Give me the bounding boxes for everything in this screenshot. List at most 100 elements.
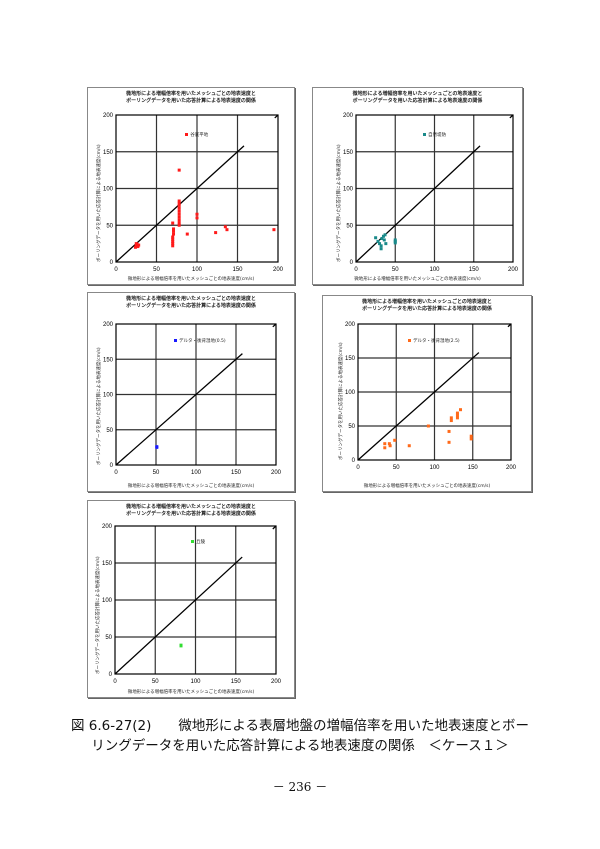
reference-line: [115, 353, 243, 466]
chart-title-line-2: ボーリングデータを用いた応答計算による地表速度の関係: [126, 98, 256, 104]
data-point: [379, 247, 383, 251]
plot-area: [355, 114, 514, 263]
data-point: [379, 244, 383, 248]
data-point: [447, 440, 451, 444]
chart-title-line-1: 微地形による増幅倍率を用いたメッシュごとの地表速度と: [362, 299, 492, 305]
plot-area: [357, 323, 512, 461]
legend-marker: [191, 539, 195, 543]
legend-label: デルタ・後背湿地(0.5): [179, 338, 226, 344]
data-point: [177, 218, 181, 222]
data-point: [137, 243, 141, 247]
chart-title-line-1: 微地形による増幅倍率を用いたメッシュごとの地表速度と: [126, 504, 256, 510]
reference-line-end: [272, 323, 277, 328]
y-tick-label: 100: [102, 598, 113, 604]
legend: デルタ・後背湿地(2.5): [408, 338, 460, 344]
y-tick-label: 200: [345, 322, 356, 328]
y-tick-label: 200: [343, 113, 354, 119]
y-tick-label: 100: [345, 390, 356, 396]
scatter-chart-3: 微地形による増幅倍率を用いたメッシュごとの地表速度と ボーリングデータを用いた応答…: [87, 292, 295, 492]
data-point: [469, 434, 473, 438]
y-tick-label: 0: [110, 463, 114, 469]
y-tick-label: 0: [110, 260, 114, 266]
data-point: [223, 225, 227, 229]
y-tick-label: 200: [103, 322, 114, 328]
y-tick-label: 50: [106, 223, 113, 229]
legend-label: 自然堤防: [428, 132, 447, 138]
data-point: [171, 242, 175, 246]
x-tick-label: 200: [271, 470, 282, 476]
data-point: [172, 227, 176, 231]
y-tick-label: 50: [106, 428, 113, 434]
x-tick-label: 150: [231, 679, 242, 685]
y-tick-label: 150: [102, 561, 113, 567]
plot-area: [114, 525, 277, 675]
data-point: [177, 203, 181, 207]
legend-label: デルタ・後背湿地(2.5): [413, 339, 460, 344]
scatter-chart-4: 微地形による増幅倍率を用いたメッシュごとの地表速度と ボーリングデータを用いた応答…: [322, 295, 532, 492]
data-point: [177, 215, 181, 219]
data-point: [177, 221, 181, 225]
data-point: [469, 437, 473, 441]
data-point: [383, 446, 387, 450]
x-tick-label: 50: [153, 470, 160, 476]
x-tick-label: 100: [429, 465, 440, 471]
data-point: [455, 413, 459, 417]
x-tick-label: 100: [429, 267, 440, 273]
y-tick-label: 100: [103, 187, 114, 193]
chart-title: 微地形による増幅倍率を用いたメッシュごとの地表速度と ボーリングデータを用いた応答…: [88, 91, 294, 105]
data-point: [171, 237, 175, 241]
data-point: [171, 235, 175, 239]
x-tick-label: 100: [191, 470, 202, 476]
data-point: [272, 228, 276, 232]
chart-title-line-1: 微地形による増幅倍率を用いたメッシュごとの地表速度と: [352, 91, 483, 97]
x-tick-label: 200: [271, 679, 282, 685]
data-point: [171, 244, 175, 248]
x-tick-label: 200: [508, 267, 519, 273]
data-point: [134, 242, 138, 246]
x-axis-label: 微地形による増幅倍率を用いたメッシュごとの地表速度(cm/s): [127, 484, 255, 489]
reference-line-end: [509, 114, 514, 119]
legend-marker: [408, 339, 412, 342]
x-tick-label: 150: [232, 267, 243, 273]
scatter-chart-1: 微地形による増幅倍率を用いたメッシュごとの地表速度と ボーリングデータを用いた応答…: [87, 87, 295, 285]
y-tick-label: 150: [343, 150, 354, 156]
y-tick-label: 50: [348, 424, 355, 430]
reference-line-end: [274, 114, 279, 119]
data-point: [177, 206, 181, 210]
data-point: [171, 221, 175, 225]
y-tick-label: 150: [103, 357, 114, 363]
x-tick-label: 0: [114, 267, 118, 273]
chart-title: 微地形による増幅倍率を用いたメッシュごとの地表速度と ボーリングデータを用いた応答…: [88, 504, 294, 518]
chart-title-line-2: ボーリングデータを用いた応答計算による地表速度の関係: [352, 98, 483, 104]
x-tick-label: 200: [506, 465, 517, 471]
data-point: [384, 242, 388, 246]
scatter-chart-2: 微地形による増幅倍率を用いたメッシュごとの地表速度と ボーリングデータを用いた応答…: [312, 87, 523, 285]
figure-caption: 図 6.6-27(2) 微地形による表層地盤の増幅倍率を用いた地表速度とボー リ…: [60, 716, 540, 756]
reference-line-end: [507, 323, 512, 328]
data-point: [380, 236, 384, 240]
data-point: [449, 416, 453, 420]
chart-title-line-2: ボーリングデータを用いた応答計算による地表速度の関係: [126, 303, 256, 309]
caption-line-1: 図 6.6-27(2) 微地形による表層地盤の増幅倍率を用いた地表速度とボー: [70, 718, 530, 734]
data-point: [374, 236, 378, 240]
data-point: [449, 419, 453, 423]
data-point: [172, 229, 176, 233]
chart-title: 微地形による増幅倍率を用いたメッシュごとの地表速度と ボーリングデータを用いた応答…: [323, 299, 531, 313]
data-point: [177, 209, 181, 213]
reference-line: [357, 352, 480, 461]
data-point: [426, 424, 430, 428]
data-point: [387, 442, 391, 446]
x-axis-label: 微地形による増幅倍率を用いたメッシュごとの地表速度(cm/s): [354, 277, 481, 282]
data-point: [177, 168, 181, 172]
chart-title-line-1: 微地形による増幅倍率を用いたメッシュごとの地表速度と: [126, 296, 256, 302]
data-point: [383, 233, 387, 237]
x-tick-label: 100: [192, 267, 203, 273]
data-point: [172, 232, 176, 236]
y-tick-label: 200: [103, 113, 114, 119]
y-tick-label: 0: [350, 260, 354, 266]
data-point: [383, 442, 387, 446]
data-point: [455, 416, 459, 420]
x-axis-label: 微地形による増幅倍率を用いたメッシュごとの地表速度(cm/s): [363, 484, 491, 489]
data-point: [376, 239, 380, 243]
